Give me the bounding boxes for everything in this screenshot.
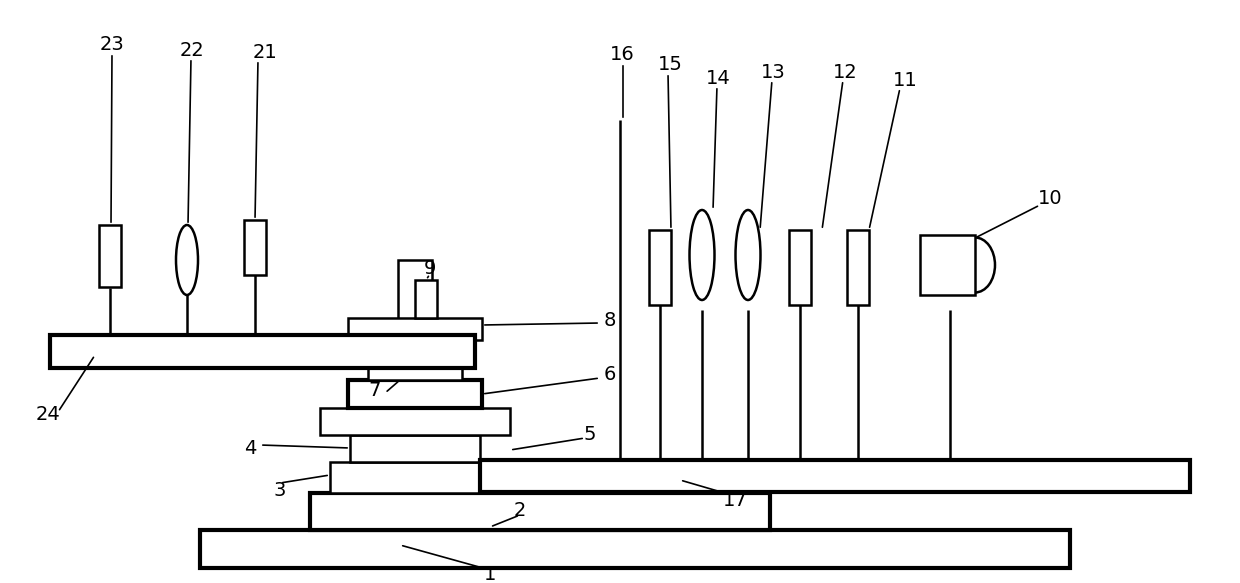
Bar <box>368 340 463 380</box>
Text: 12: 12 <box>832 62 857 82</box>
Ellipse shape <box>735 210 760 300</box>
Text: 7: 7 <box>368 381 381 399</box>
Bar <box>200 530 1070 568</box>
Bar <box>320 408 510 435</box>
Bar <box>348 318 482 340</box>
Text: 9: 9 <box>424 258 436 278</box>
Bar <box>649 230 671 305</box>
Bar <box>920 235 975 295</box>
Ellipse shape <box>689 210 714 300</box>
Bar <box>350 435 480 462</box>
Bar <box>415 280 436 318</box>
Text: 1: 1 <box>484 566 496 583</box>
Text: 10: 10 <box>1038 188 1063 208</box>
Text: 15: 15 <box>657 55 682 75</box>
Bar <box>348 380 482 408</box>
Ellipse shape <box>176 225 198 295</box>
Text: 11: 11 <box>893 71 918 90</box>
Text: 13: 13 <box>760 62 785 82</box>
Text: 21: 21 <box>253 43 278 61</box>
Text: 4: 4 <box>244 438 257 458</box>
Text: 5: 5 <box>584 426 596 444</box>
Text: 24: 24 <box>36 406 61 424</box>
Text: 6: 6 <box>604 366 616 385</box>
Bar <box>398 260 432 408</box>
Text: 17: 17 <box>723 490 748 510</box>
Bar <box>330 462 500 493</box>
Text: 23: 23 <box>99 36 124 54</box>
Bar <box>244 220 267 275</box>
Bar <box>480 460 1190 492</box>
Text: 3: 3 <box>274 480 286 500</box>
Bar <box>99 225 122 287</box>
Bar <box>847 230 869 305</box>
Bar <box>50 335 475 368</box>
Text: 14: 14 <box>706 68 730 87</box>
Text: 16: 16 <box>610 45 635 65</box>
Text: 2: 2 <box>513 500 526 519</box>
Text: 8: 8 <box>604 311 616 329</box>
Text: 22: 22 <box>180 40 205 59</box>
Bar <box>789 230 811 305</box>
Bar <box>310 493 770 530</box>
